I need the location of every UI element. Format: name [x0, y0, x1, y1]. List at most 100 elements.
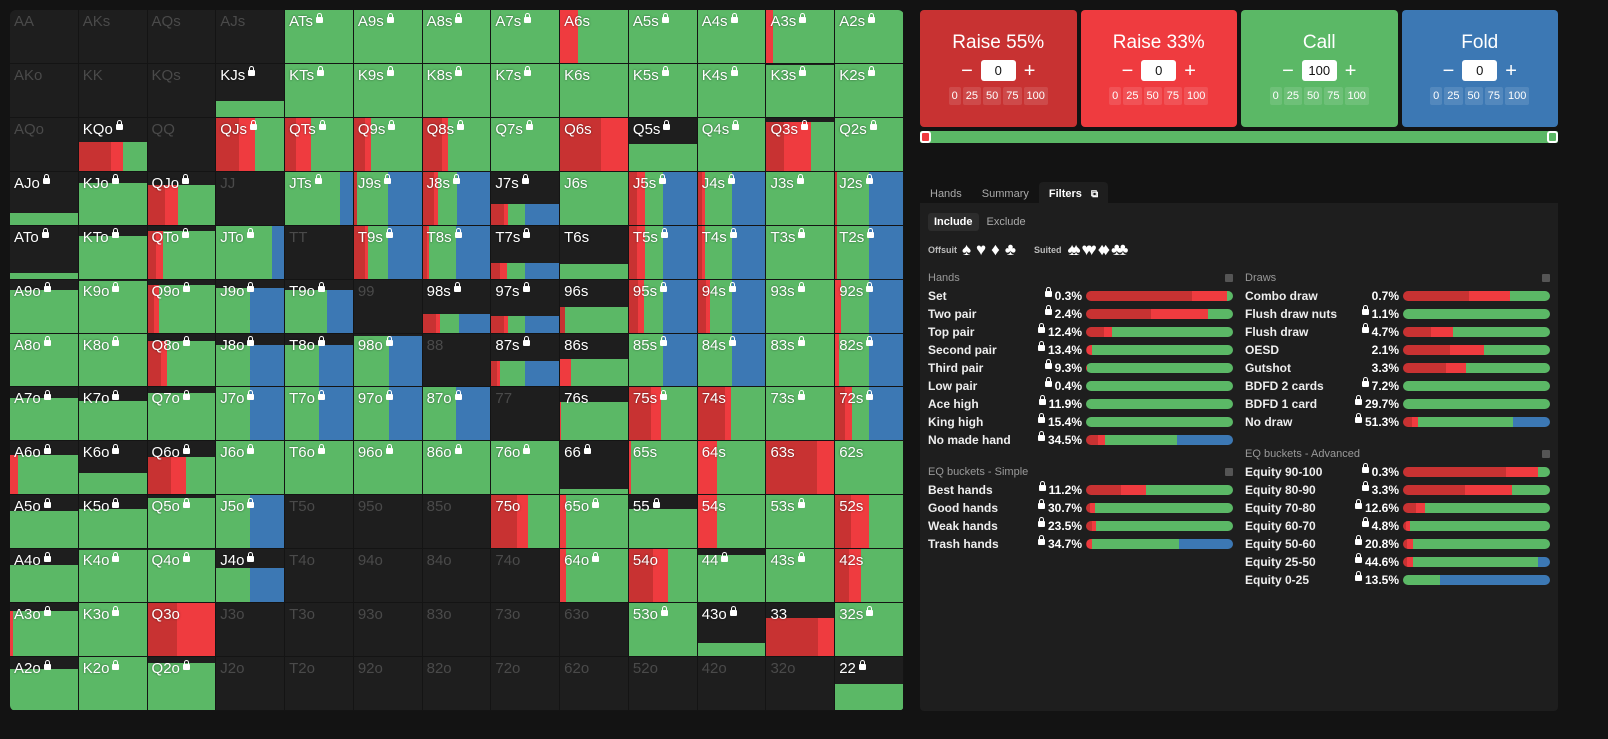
preset-75-button[interactable]: 75	[1324, 87, 1343, 105]
hand-cell-T5o[interactable]: T5o	[285, 495, 354, 550]
section-checkbox[interactable]	[1542, 274, 1550, 282]
hand-cell-K9o[interactable]: K9o	[78, 279, 148, 334]
frequency-input[interactable]	[980, 60, 1016, 81]
hand-cell-J4s[interactable]: J4s	[697, 171, 767, 226]
hand-cell-J4o[interactable]: J4o	[216, 549, 286, 604]
hand-cell-A3o[interactable]: A3o	[10, 603, 79, 658]
preset-50-button[interactable]: 50	[1304, 87, 1323, 105]
slider-right-handle[interactable]	[1547, 131, 1558, 143]
filter-row[interactable]: Second pair 13.4%	[928, 341, 1233, 359]
preset-100-button[interactable]: 100	[1023, 87, 1048, 105]
hand-cell-95o[interactable]: 95o	[353, 495, 423, 550]
hand-cell-84o[interactable]: 84o	[422, 549, 492, 604]
filter-row[interactable]: OESD 2.1%	[1245, 341, 1550, 359]
hand-cell-92s[interactable]: 92s	[835, 279, 904, 334]
hand-cell-QJs[interactable]: QJs	[216, 117, 286, 172]
suited-heart-icon[interactable]: ♥♥	[1081, 240, 1097, 259]
hand-cell-T6s[interactable]: T6s	[560, 225, 629, 280]
hand-cell-96s[interactable]: 96s	[560, 279, 629, 334]
hand-cell-Q3s[interactable]: Q3s	[766, 117, 836, 172]
exclude-button[interactable]: Exclude	[986, 216, 1026, 228]
hand-cell-94o[interactable]: 94o	[353, 549, 423, 604]
hand-cell-54s[interactable]: 54s	[697, 495, 767, 550]
hand-cell-32o[interactable]: 32o	[766, 657, 836, 711]
hand-cell-J7o[interactable]: J7o	[216, 387, 286, 442]
hand-cell-KK[interactable]: KK	[78, 63, 148, 118]
hand-cell-62s[interactable]: 62s	[835, 441, 904, 496]
hand-cell-K3o[interactable]: K3o	[78, 603, 148, 658]
filter-row[interactable]: Equity 60-70 4.8%	[1245, 517, 1550, 535]
hand-cell-Q4o[interactable]: Q4o	[147, 549, 217, 604]
hand-cell-92o[interactable]: 92o	[353, 657, 423, 711]
hand-cell-J9o[interactable]: J9o	[216, 279, 286, 334]
offsuit-club-icon[interactable]: ♣	[1004, 240, 1016, 259]
hand-cell-T8o[interactable]: T8o	[285, 333, 354, 388]
hand-cell-QTs[interactable]: QTs	[285, 117, 354, 172]
hand-cell-K6o[interactable]: K6o	[78, 441, 148, 496]
filter-row[interactable]: Combo draw 0.7%	[1245, 287, 1550, 305]
hand-cell-AJs[interactable]: AJs	[216, 10, 286, 64]
hand-cell-A9s[interactable]: A9s	[353, 10, 423, 64]
hand-cell-72o[interactable]: 72o	[491, 657, 561, 711]
hand-cell-AJo[interactable]: AJo	[10, 171, 79, 226]
preset-50-button[interactable]: 50	[983, 87, 1002, 105]
hand-cell-Q7s[interactable]: Q7s	[491, 117, 561, 172]
filter-row[interactable]: Gutshot 3.3%	[1245, 359, 1550, 377]
hand-cell-K2o[interactable]: K2o	[78, 657, 148, 711]
hand-cell-JTo[interactable]: JTo	[216, 225, 286, 280]
hand-cell-87s[interactable]: 87s	[491, 333, 561, 388]
tab-filters[interactable]: Filters ⧉	[1038, 182, 1109, 204]
suited-spade-icon[interactable]: ♠♠	[1067, 240, 1080, 259]
filter-row[interactable]: Flush draw nuts 1.1%	[1245, 305, 1550, 323]
hand-cell-J8s[interactable]: J8s	[422, 171, 492, 226]
hand-cell-76o[interactable]: 76o	[491, 441, 561, 496]
hand-cell-84s[interactable]: 84s	[697, 333, 767, 388]
filter-row[interactable]: Best hands 11.2%	[928, 481, 1233, 499]
hand-cell-Q8o[interactable]: Q8o	[147, 333, 217, 388]
preset-50-button[interactable]: 50	[1464, 87, 1483, 105]
hand-cell-Q7o[interactable]: Q7o	[147, 387, 217, 442]
hand-cell-KJo[interactable]: KJo	[78, 171, 148, 226]
hand-cell-K7o[interactable]: K7o	[78, 387, 148, 442]
hand-cell-94s[interactable]: 94s	[697, 279, 767, 334]
preset-0-button[interactable]: 0	[948, 87, 961, 105]
hand-cell-76s[interactable]: 76s	[560, 387, 629, 442]
hand-cell-Q5o[interactable]: Q5o	[147, 495, 217, 550]
filter-row[interactable]: Flush draw 4.7%	[1245, 323, 1550, 341]
preset-75-button[interactable]: 75	[1003, 87, 1022, 105]
hand-cell-AQs[interactable]: AQs	[147, 10, 217, 64]
hand-cell-42o[interactable]: 42o	[697, 657, 767, 711]
hand-cell-73o[interactable]: 73o	[491, 603, 561, 658]
hand-cell-J9s[interactable]: J9s	[353, 171, 423, 226]
tab-summary[interactable]: Summary	[981, 188, 1029, 200]
preset-25-button[interactable]: 25	[1123, 87, 1142, 105]
hand-cell-T9s[interactable]: T9s	[353, 225, 423, 280]
filter-row[interactable]: Low pair 0.4%	[928, 377, 1233, 395]
hand-cell-TT[interactable]: TT	[285, 225, 354, 280]
hand-cell-QQ[interactable]: QQ	[147, 117, 217, 172]
hand-cell-K4o[interactable]: K4o	[78, 549, 148, 604]
hand-cell-AKo[interactable]: AKo	[10, 63, 79, 118]
hand-cell-K5o[interactable]: K5o	[78, 495, 148, 550]
hand-cell-A8o[interactable]: A8o	[10, 333, 79, 388]
hand-cell-Q8s[interactable]: Q8s	[422, 117, 492, 172]
hand-cell-74s[interactable]: 74s	[697, 387, 767, 442]
hand-cell-KTs[interactable]: KTs	[285, 63, 354, 118]
hand-cell-KQs[interactable]: KQs	[147, 63, 217, 118]
hand-cell-74o[interactable]: 74o	[491, 549, 561, 604]
hand-cell-A6s[interactable]: A6s	[560, 10, 629, 64]
hand-cell-62o[interactable]: 62o	[560, 657, 629, 711]
hand-cell-Q2o[interactable]: Q2o	[147, 657, 217, 711]
hand-cell-A8s[interactable]: A8s	[422, 10, 492, 64]
hand-cell-43s[interactable]: 43s	[766, 549, 836, 604]
hand-cell-A6o[interactable]: A6o	[10, 441, 79, 496]
hand-cell-T2o[interactable]: T2o	[285, 657, 354, 711]
hand-cell-AQo[interactable]: AQo	[10, 117, 79, 172]
hand-cell-33[interactable]: 33	[766, 603, 836, 658]
preset-25-button[interactable]: 25	[962, 87, 981, 105]
hand-cell-K4s[interactable]: K4s	[697, 63, 767, 118]
filter-row[interactable]: Weak hands 23.5%	[928, 517, 1233, 535]
hand-cell-83s[interactable]: 83s	[766, 333, 836, 388]
